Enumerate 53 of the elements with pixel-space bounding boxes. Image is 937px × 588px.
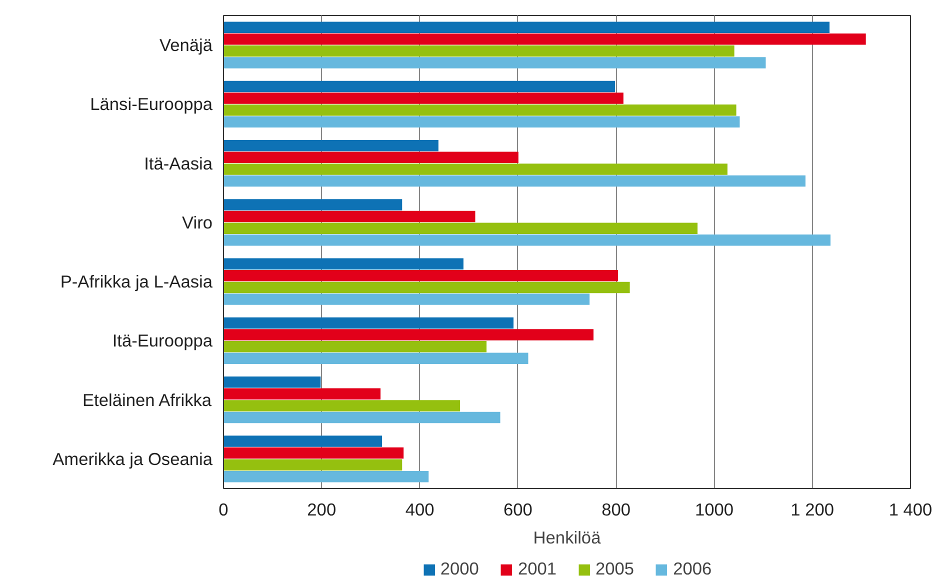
legend-label: 2001 bbox=[518, 558, 556, 580]
bar bbox=[224, 329, 594, 340]
bar bbox=[224, 22, 830, 33]
bar bbox=[224, 34, 866, 45]
legend-label: 2005 bbox=[596, 558, 634, 580]
x-axis-title: Henkilöä bbox=[533, 528, 602, 548]
x-tick-label: 800 bbox=[602, 500, 631, 520]
bar bbox=[224, 258, 464, 270]
bar bbox=[224, 222, 698, 234]
bar bbox=[224, 282, 630, 294]
bar bbox=[224, 471, 429, 482]
bar bbox=[224, 317, 514, 329]
bar bbox=[224, 376, 321, 388]
bar bbox=[224, 104, 736, 116]
bar bbox=[224, 436, 382, 447]
bar bbox=[224, 92, 624, 104]
x-tick-label: 400 bbox=[405, 500, 434, 520]
bar bbox=[224, 412, 500, 424]
y-tick-label: Länsi-Eurooppa bbox=[90, 94, 213, 114]
bar bbox=[224, 388, 381, 400]
bar bbox=[224, 152, 518, 164]
bar bbox=[224, 294, 590, 305]
x-tick-label: 200 bbox=[307, 500, 336, 520]
bar bbox=[224, 164, 728, 175]
y-tick-label: Viro bbox=[182, 212, 213, 232]
bar bbox=[224, 400, 460, 412]
bar bbox=[224, 80, 616, 92]
bar bbox=[224, 352, 528, 364]
bar bbox=[224, 45, 734, 57]
bar bbox=[224, 175, 806, 187]
bar bbox=[224, 447, 404, 459]
x-tick-label: 1 400 bbox=[888, 500, 932, 520]
x-tick-label: 1 200 bbox=[790, 500, 834, 520]
bar bbox=[224, 340, 487, 352]
y-tick-label: P-Afrikka ja L-Aasia bbox=[60, 272, 213, 292]
bar bbox=[224, 270, 618, 282]
legend-label: 2006 bbox=[673, 558, 712, 580]
y-tick-label: Itä-Eurooppa bbox=[112, 330, 213, 351]
bar bbox=[224, 140, 438, 152]
bar bbox=[224, 234, 831, 246]
y-tick-label: Amerikka ja Oseania bbox=[52, 448, 213, 469]
bar bbox=[224, 199, 402, 210]
x-tick-label: 1000 bbox=[694, 500, 734, 520]
y-tick-label: Itä-Aasia bbox=[144, 153, 213, 174]
y-tick-label: Venäjä bbox=[160, 35, 213, 56]
bar bbox=[224, 459, 402, 470]
bar bbox=[224, 57, 766, 68]
legend-label: 2000 bbox=[440, 558, 479, 580]
x-tick-label: 600 bbox=[503, 500, 532, 520]
y-tick-label: Eteläinen Afrikka bbox=[82, 390, 212, 410]
x-tick-label: 0 bbox=[218, 500, 228, 520]
bar bbox=[224, 210, 476, 222]
bar bbox=[224, 116, 740, 128]
